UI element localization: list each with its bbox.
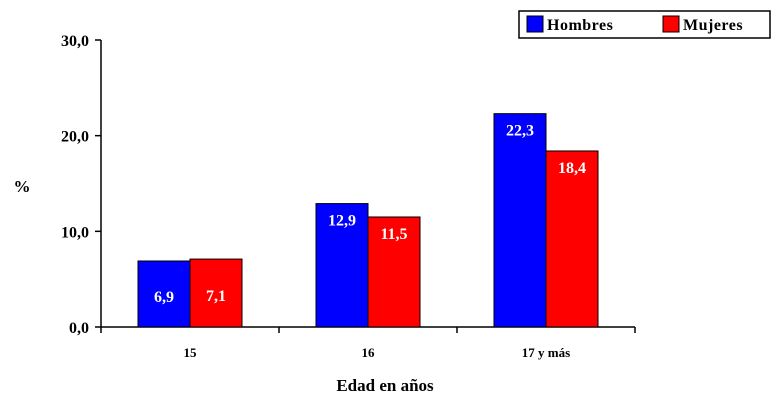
legend-swatch-hombres [526,15,544,33]
bar-mujeres-1 [189,258,243,328]
data-label: 18,4 [558,160,586,177]
data-label: 12,9 [328,213,356,230]
x-tick-label: 15 [184,345,198,360]
legend: Hombres Mujeres [518,10,771,39]
data-labels: 6,9 7,1 12,9 11,5 22,3 18,4 [154,123,586,306]
y-axis-title: % [14,177,31,196]
x-tick-label: 16 [362,345,376,360]
bar-mujeres-3 [545,150,599,328]
data-label: 6,9 [154,289,174,306]
x-axis-title: Edad en años [336,376,434,395]
bar-hombres-1 [137,260,191,328]
bar-hombres-2 [315,203,369,328]
data-label: 11,5 [380,226,407,243]
legend-label-mujeres: Mujeres [683,17,743,34]
legend-box [518,10,771,39]
bar-mujeres-2 [367,216,421,328]
legend-label-hombres: Hombres [547,17,613,34]
legend-swatch-mujeres [662,15,680,33]
y-tick-label: 0,0 [69,320,89,337]
x-tick-label: 17 y más [522,345,570,360]
y-tick-label: 30,0 [61,33,89,50]
data-label: 22,3 [506,123,534,140]
y-tick-label: 20,0 [61,129,89,146]
data-label: 7,1 [206,288,226,305]
y-tick-label: 10,0 [61,224,89,241]
bar-hombres-3 [493,113,547,328]
bars [137,113,599,328]
